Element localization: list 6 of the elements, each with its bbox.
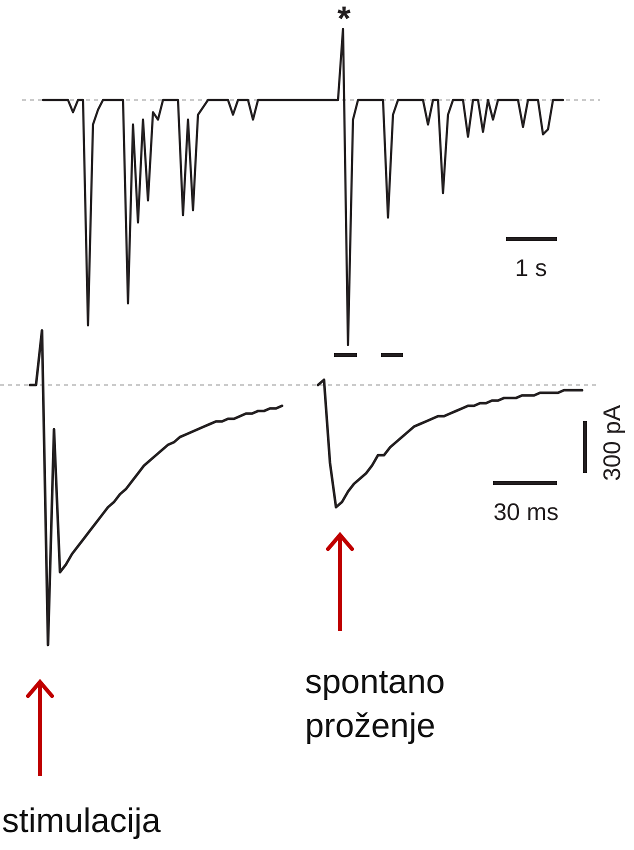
text: stimulacija [2, 802, 161, 840]
annotation: 30 ms [493, 499, 559, 526]
text: spontano proženje [305, 663, 445, 745]
annotation: 1 s [514, 255, 548, 282]
annotation: * [337, 0, 352, 38]
text: 300 pA [599, 404, 626, 482]
